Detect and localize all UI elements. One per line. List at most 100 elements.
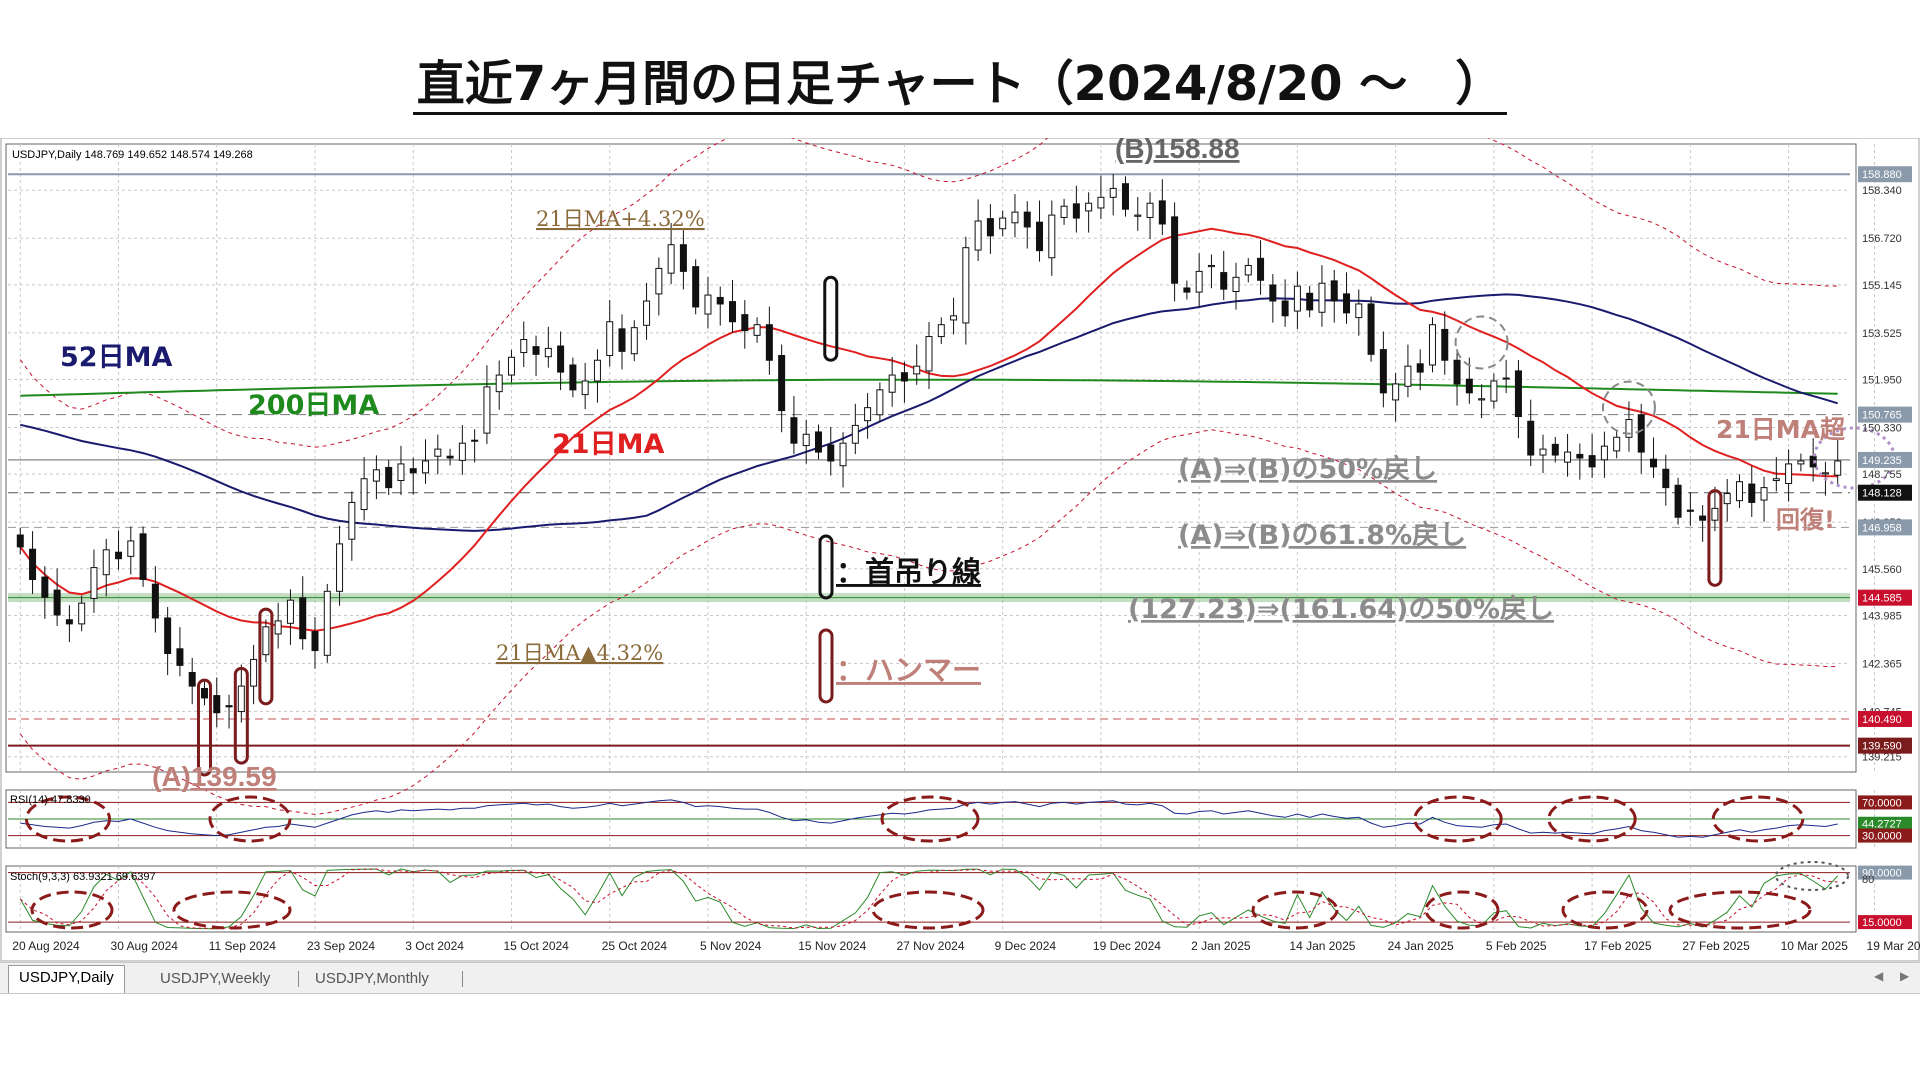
dashed-circle <box>1601 380 1656 435</box>
candle-body <box>1257 257 1265 281</box>
candle-body <box>471 439 479 442</box>
stoch-indicator: 90.0000 15.0000 80 <box>8 861 1912 930</box>
main-panel <box>5 143 1857 773</box>
candle-body <box>29 548 37 580</box>
candle-body <box>1207 264 1215 268</box>
x-tick-label: 5 Feb 2025 <box>1486 939 1547 953</box>
price-chart[interactable]: 158.340 156.720 155.145 153.525 151.950 150.3… <box>0 138 1920 962</box>
rsi-highlight-ellipse <box>208 795 292 843</box>
price-tag-label: 149.235 <box>1862 455 1902 467</box>
candle-body <box>1343 293 1351 314</box>
candle-body <box>1171 216 1179 284</box>
candle-body <box>913 365 921 375</box>
candle-body <box>1293 285 1301 312</box>
candle-body <box>925 336 933 372</box>
stoch-tag-bg <box>1858 915 1912 930</box>
hammer-mark <box>196 678 212 777</box>
candle-body <box>557 345 565 373</box>
candle-body <box>1392 383 1400 401</box>
candle-body <box>1306 292 1314 311</box>
candle-body <box>225 705 233 708</box>
candle-body <box>532 346 540 355</box>
symbol-header: USDJPY,Daily 148.769 149.652 148.574 149… <box>12 149 253 161</box>
candle-body <box>102 549 110 576</box>
candle-body <box>1416 363 1424 373</box>
x-tick-label: 19 Dec 2024 <box>1093 939 1161 953</box>
price-tags: 158.880 150.765 149.235 148.128 146.958 144.5… <box>1858 166 1912 754</box>
tab-usdjpy-daily[interactable]: USDJPY,Daily <box>8 965 125 993</box>
x-tick-label: 9 Dec 2024 <box>995 939 1057 953</box>
candle-body <box>1453 359 1461 385</box>
level-label-50pct: (A)⇒(B)の50%戻し <box>1178 454 1437 485</box>
candle-body <box>643 300 651 326</box>
candle-body <box>90 567 98 599</box>
candle-body <box>729 301 737 323</box>
price-tag-bg <box>1858 589 1912 606</box>
candle-body <box>827 444 835 462</box>
candle-body <box>851 424 859 444</box>
price-tag-bg <box>1858 166 1912 183</box>
ma200-label: 200日MA <box>248 390 379 421</box>
tab-usdjpy-weekly[interactable]: USDJPY,Weekly <box>160 970 271 987</box>
candle-body <box>569 364 577 391</box>
recovery-label: 回復! <box>1776 506 1835 534</box>
candle-body <box>1711 507 1719 521</box>
candle-body <box>151 583 159 619</box>
candle-body <box>1220 272 1228 290</box>
candle-body <box>1650 458 1658 468</box>
hammer-mark <box>258 607 274 706</box>
candle-body <box>1674 484 1682 518</box>
hammer-mark <box>233 666 249 765</box>
candle-body <box>1772 478 1780 482</box>
rsi-line <box>20 799 1838 838</box>
candle-body <box>1564 451 1572 463</box>
rsi-tag-label: 44.2727 <box>1862 819 1902 831</box>
candle-body <box>753 324 761 336</box>
x-tick-label: 20 Aug 2024 <box>12 939 80 953</box>
candle-body <box>814 431 822 453</box>
candle-body <box>692 266 700 308</box>
candle-body <box>1441 328 1449 361</box>
candle-body <box>78 602 86 625</box>
candle-body <box>1514 370 1522 418</box>
candle-body <box>176 648 184 666</box>
candle-body <box>765 324 773 361</box>
candle-body <box>16 534 24 548</box>
x-tick-label: 10 Mar 2025 <box>1781 939 1849 953</box>
candle-body <box>1478 398 1486 401</box>
candle-body <box>409 468 417 474</box>
candle-body <box>188 671 196 687</box>
candle-body <box>65 619 73 625</box>
candle-body <box>53 589 61 616</box>
rsi-tag-bg <box>1858 816 1912 831</box>
candle-body <box>1502 377 1510 380</box>
scroll-left-icon[interactable]: ◀ <box>1874 969 1884 983</box>
hammer-legend-label: ：ハンマー <box>836 653 981 687</box>
candle-body <box>1048 214 1056 259</box>
candle-body <box>1797 460 1805 465</box>
price-tag-bg <box>1858 484 1912 501</box>
stoch-highlight-ellipse <box>1561 890 1649 930</box>
candle-body <box>1072 203 1080 219</box>
tab-usdjpy-monthly[interactable]: USDJPY,Monthly <box>315 970 429 987</box>
x-tick-label: 14 Jan 2025 <box>1289 939 1355 953</box>
candle-body <box>483 386 491 434</box>
envelope-line <box>19 429 1838 815</box>
x-tick-label: 27 Feb 2025 <box>1682 939 1750 953</box>
price-tag-bg <box>1858 406 1912 423</box>
candle-body <box>422 460 430 474</box>
price-tag-bg <box>1858 737 1912 754</box>
hanging-man-legend-marker <box>818 534 834 600</box>
price-tag-label: 158.880 <box>1862 169 1902 181</box>
y-tick-label: 158.340 <box>1862 185 1902 197</box>
stoch-tick-label: 80 <box>1862 874 1874 886</box>
candle-body <box>262 626 270 656</box>
scroll-right-icon[interactable]: ▶ <box>1900 969 1910 983</box>
candle-body <box>1539 448 1547 456</box>
y-tick-label: 150.330 <box>1862 422 1902 434</box>
candle-body <box>1527 420 1535 456</box>
candle-body <box>606 321 614 357</box>
candle-body <box>41 576 49 598</box>
rsi-tag-bg <box>1858 828 1912 843</box>
ma52-line <box>20 293 1838 532</box>
